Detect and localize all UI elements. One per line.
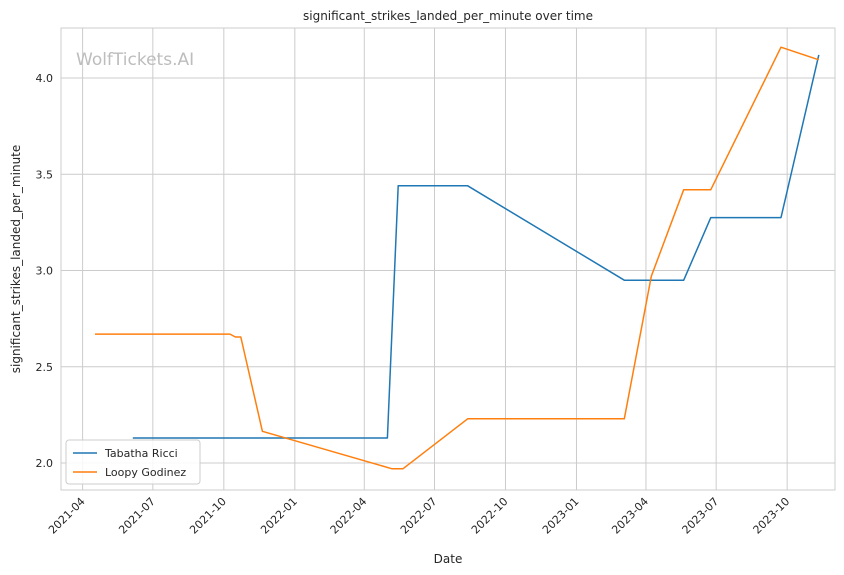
series-layer <box>95 46 820 470</box>
chart-title: significant_strikes_landed_per_minute ov… <box>303 9 593 23</box>
y-tick-label: 4.0 <box>36 72 54 85</box>
legend-box <box>65 439 201 485</box>
y-axis-ticks: 2.0 2.5 3.0 3.5 4.0 <box>36 72 54 470</box>
plot-frame <box>60 27 836 491</box>
series-line-tabatha-ricci <box>132 54 820 439</box>
y-tick-label: 3.0 <box>36 265 54 278</box>
y-tick-label: 3.5 <box>36 168 54 181</box>
series-line-loopy-godinez <box>95 46 820 470</box>
legend-label-loopy-godinez: Loopy Godinez <box>105 466 186 479</box>
watermark-text: WolfTickets.AI <box>76 50 194 70</box>
x-axis-title: Date <box>434 552 463 566</box>
y-tick-label: 2.0 <box>36 457 54 470</box>
y-tick-label: 2.5 <box>36 361 54 374</box>
legend: Tabatha Ricci Loopy Godinez <box>65 439 201 485</box>
legend-label-tabatha-ricci: Tabatha Ricci <box>104 447 178 460</box>
y-axis-title: significant_strikes_landed_per_minute <box>9 145 23 374</box>
